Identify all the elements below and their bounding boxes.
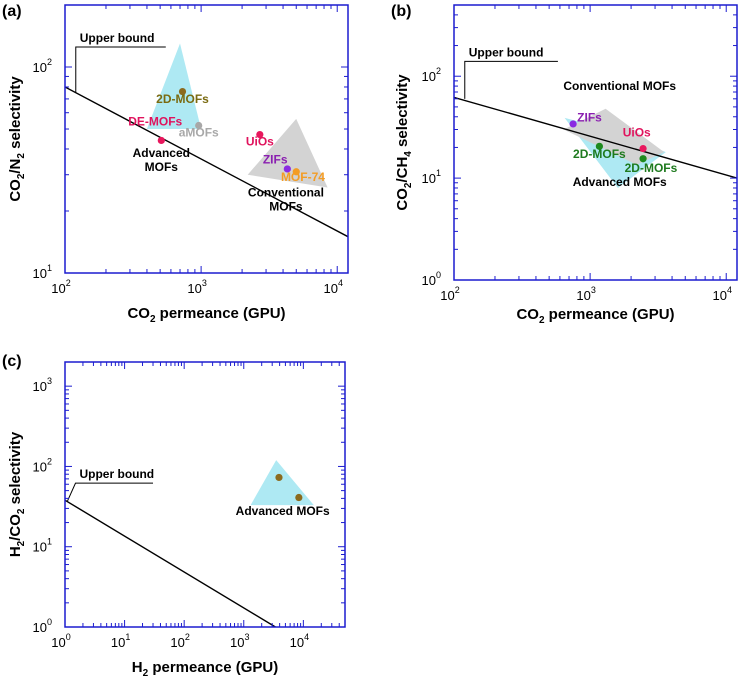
plot-frame [64, 361, 346, 628]
x-tick-label: 102 [170, 632, 189, 650]
region-label-advanced: Advanced MOFs [573, 175, 667, 189]
upper-bound-leader [464, 60, 558, 99]
chart-panel-2: Upper bound Advanced MOFs Conventional MOF… [391, 3, 738, 326]
data-point-de-mofs [157, 136, 165, 145]
region-label-advanced: MOFs [145, 160, 179, 174]
data-point-mof-74 [292, 168, 300, 176]
upper-bound-label: Upper bound [79, 467, 154, 481]
upper-bound-leader [67, 482, 154, 502]
x-tick-label: 101 [111, 632, 130, 650]
region-conventional [247, 118, 328, 188]
x-axis-label: CO2 permeance (GPU) [127, 305, 285, 325]
data-point-uios [256, 130, 264, 139]
x-axis-label: CO2 permeance (GPU) [516, 306, 674, 326]
point-label: ZIFs [577, 110, 602, 124]
plot-area [454, 96, 737, 188]
region-label-advanced: Advanced MOFs [236, 504, 330, 518]
ticks [453, 4, 737, 281]
region-label-conventional: Conventional [248, 186, 324, 200]
panel-label: (b) [391, 3, 411, 20]
point-label: DE-MOFs [128, 115, 182, 129]
y-tick-label: 100 [33, 617, 52, 635]
data-point-amofs [195, 121, 203, 130]
panel-label: (a) [2, 3, 22, 20]
y-axis-label: CO2/N2 selectivity [7, 76, 27, 202]
data-point-zifs [283, 165, 291, 173]
upper-bound-label: Upper bound [469, 45, 544, 59]
plot-frame [453, 4, 738, 281]
region-label-conventional: MOFs [269, 200, 303, 214]
y-axis-label: CO2/CH4 selectivity [394, 74, 414, 211]
upper-bound-label: Upper bound [80, 31, 155, 45]
y-tick-label: 101 [422, 168, 441, 186]
x-tick-label: 103 [187, 278, 206, 296]
y-tick-label: 103 [33, 376, 52, 394]
y-tick-label: 101 [33, 263, 52, 281]
x-tick-label: 104 [290, 632, 309, 650]
region-label-advanced: Advanced [133, 146, 190, 160]
y-axis-label: H2/CO2 selectivity [7, 431, 27, 557]
point-label: MOF-74 [281, 170, 325, 184]
ticks [64, 4, 348, 274]
x-tick-label: 100 [51, 632, 70, 650]
x-tick-label: 104 [323, 278, 342, 296]
y-tick-label: 102 [422, 66, 441, 84]
point-label: 2D-MOFs [573, 147, 626, 161]
upper-bound-line [454, 96, 737, 179]
point-label: UiOs [623, 126, 651, 140]
data-point-2d-mofs [639, 155, 647, 163]
data-point-2d-mofs [595, 142, 603, 150]
data-point-zifs [569, 120, 577, 128]
point-label: 2D-MOFs [625, 161, 678, 175]
x-tick-label: 103 [230, 632, 249, 650]
x-axis-label: H2 permeance (GPU) [132, 659, 278, 679]
plot-area [65, 460, 314, 627]
upper-bound-leader [75, 46, 166, 93]
y-tick-label: 102 [33, 57, 52, 75]
data-point-1 [295, 493, 303, 502]
plot-area [65, 43, 348, 238]
point-label: 2D-MOFs [156, 92, 209, 106]
y-tick-label: 101 [33, 537, 52, 555]
point-label: aMOFs [179, 125, 219, 139]
chart-panel-3: Upper bound Advanced MOFs 100 101 102 103 104 1… [2, 353, 346, 679]
point-label: UiOs [246, 135, 274, 149]
y-tick-label: 100 [422, 270, 441, 288]
upper-bound-line [65, 499, 276, 627]
plot-frame [64, 4, 349, 274]
region-advanced [250, 460, 314, 506]
x-tick-label: 102 [51, 278, 70, 296]
region-advanced [146, 43, 202, 129]
x-tick-label: 102 [440, 285, 459, 303]
upper-bound-line [65, 86, 348, 238]
chart-panel-1: Upper boundAdvancedMOFsConventionalMOFs2… [2, 3, 349, 325]
panel-label: (c) [2, 353, 22, 370]
data-point-uios [639, 144, 647, 153]
data-point-0 [275, 473, 283, 482]
y-tick-label: 102 [33, 456, 52, 474]
ticks [64, 361, 346, 628]
x-tick-label: 103 [576, 285, 595, 303]
point-label: ZIFs [263, 153, 288, 167]
x-tick-label: 104 [712, 285, 731, 303]
data-point-2d-mofs [178, 87, 187, 96]
region-label-conventional: Conventional MOFs [563, 79, 676, 93]
